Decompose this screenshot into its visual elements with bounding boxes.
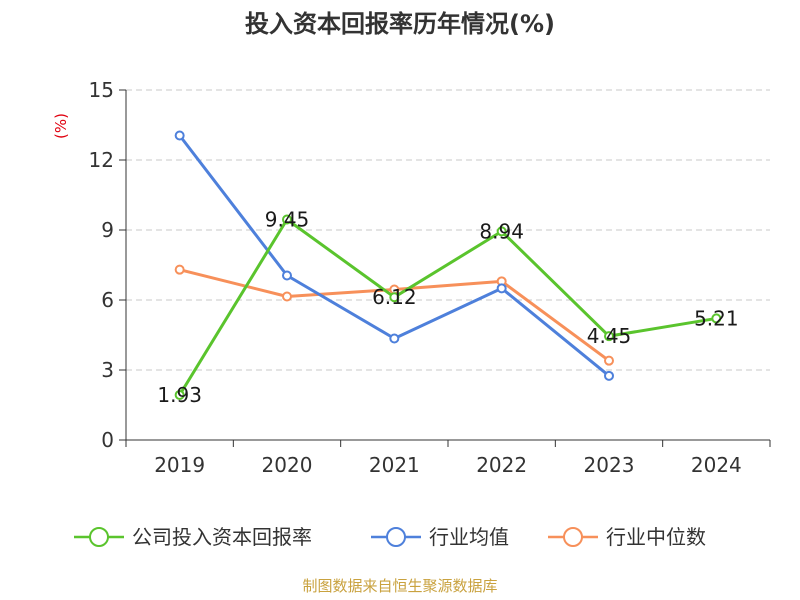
x-tick-label: 2019 (154, 453, 205, 477)
data-labels: 1.93 9.45 6.12 8.94 4.45 5.21 (157, 208, 738, 407)
grid-lines (126, 89, 770, 371)
y-tick-label: 9 (101, 218, 114, 242)
x-tick-label: 2024 (691, 453, 742, 477)
x-tick-label: 2020 (262, 453, 313, 477)
y-tick-label: 6 (101, 288, 114, 312)
legend-label: 公司投入资本回报率 (132, 525, 312, 549)
data-label: 9.45 (265, 208, 310, 232)
series-line (178, 218, 717, 396)
y-tick-label: 0 (101, 428, 114, 452)
data-point (282, 291, 292, 302)
data-point (389, 333, 400, 344)
legend-marker (386, 527, 406, 547)
data-label: 4.45 (587, 324, 632, 348)
y-tick-label: 3 (101, 358, 114, 382)
legend-marker (563, 527, 583, 547)
data-point (604, 331, 614, 342)
legend-marker (89, 527, 109, 547)
data-point (389, 292, 400, 303)
data-point (282, 270, 292, 281)
x-tick-label: 2021 (369, 453, 420, 477)
data-point (282, 214, 292, 225)
data-point (604, 355, 614, 366)
legend-label: 行业中位数 (606, 525, 706, 549)
data-point (496, 226, 507, 237)
x-tick-label: 2022 (476, 453, 527, 477)
series-lines (174, 130, 722, 400)
data-label: 5.21 (694, 306, 739, 330)
data-point (604, 370, 614, 381)
chart-title: 投入资本回报率历年情况(%) (245, 10, 555, 38)
data-point (174, 264, 185, 275)
data-label: 8.94 (479, 219, 524, 243)
x-tick-label: 2023 (584, 453, 635, 477)
legend: 公司投入资本回报率 行业均值 行业中位数 (74, 525, 706, 549)
source-note: 制图数据来自恒生聚源数据库 (302, 577, 497, 595)
data-label: 6.12 (372, 285, 417, 309)
y-tick-label: 15 (89, 78, 114, 102)
data-label: 1.93 (157, 383, 202, 407)
data-point (174, 389, 185, 400)
legend-label: 行业均值 (429, 525, 509, 549)
y-tick-label: 12 (89, 148, 114, 172)
axes: 0 3 6 9 12 15 2019 2020 2021 2022 2023 2024 (89, 78, 771, 477)
series-line (179, 268, 610, 362)
data-point (174, 130, 185, 141)
y-axis-unit-label: (%) (52, 113, 70, 139)
data-point (711, 313, 722, 324)
data-point (496, 283, 507, 294)
